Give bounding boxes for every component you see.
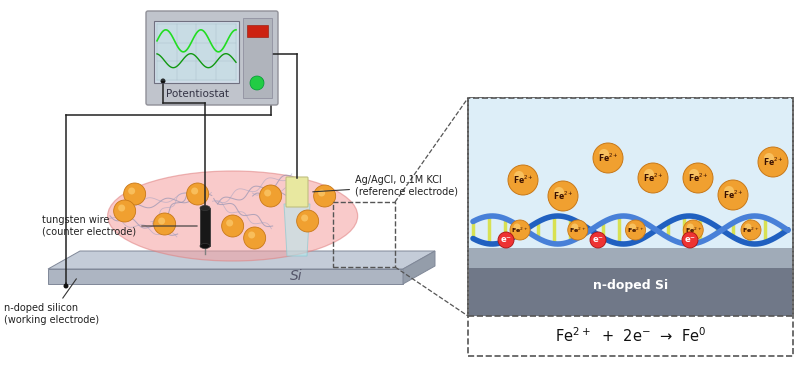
Circle shape bbox=[160, 78, 166, 83]
Circle shape bbox=[226, 220, 234, 227]
Polygon shape bbox=[48, 269, 403, 284]
Text: Fe$^{2+}$: Fe$^{2+}$ bbox=[763, 156, 783, 168]
Circle shape bbox=[118, 205, 125, 212]
Circle shape bbox=[741, 220, 761, 240]
Circle shape bbox=[689, 169, 699, 179]
Text: Fe$^{2+}$: Fe$^{2+}$ bbox=[723, 189, 744, 201]
Circle shape bbox=[296, 210, 319, 232]
Circle shape bbox=[683, 163, 713, 193]
Text: Potentiostat: Potentiostat bbox=[167, 89, 230, 99]
Text: e$^{-}$: e$^{-}$ bbox=[500, 235, 512, 245]
Circle shape bbox=[314, 185, 336, 207]
Text: Fe$^{2+}$: Fe$^{2+}$ bbox=[569, 225, 587, 235]
Circle shape bbox=[158, 217, 165, 224]
Ellipse shape bbox=[108, 171, 358, 261]
Circle shape bbox=[258, 78, 264, 83]
Bar bbox=[247, 25, 268, 37]
Circle shape bbox=[629, 224, 636, 231]
Circle shape bbox=[682, 232, 698, 248]
Circle shape bbox=[128, 187, 135, 194]
Circle shape bbox=[744, 224, 752, 231]
Circle shape bbox=[186, 183, 209, 205]
Bar bbox=[469, 248, 792, 316]
Circle shape bbox=[593, 143, 623, 173]
Ellipse shape bbox=[200, 243, 210, 249]
Circle shape bbox=[571, 224, 579, 231]
Bar bbox=[243, 18, 272, 98]
Circle shape bbox=[264, 190, 271, 197]
Circle shape bbox=[626, 220, 646, 240]
Circle shape bbox=[510, 220, 530, 240]
Bar bbox=[469, 248, 792, 268]
Circle shape bbox=[638, 163, 668, 193]
Circle shape bbox=[683, 220, 703, 240]
Text: e$^{-}$: e$^{-}$ bbox=[592, 235, 604, 245]
Text: n-doped silicon
(working electrode): n-doped silicon (working electrode) bbox=[4, 279, 99, 325]
Circle shape bbox=[758, 147, 788, 177]
Text: Si: Si bbox=[290, 269, 303, 284]
FancyBboxPatch shape bbox=[146, 11, 278, 105]
Text: Fe$^{2+}$: Fe$^{2+}$ bbox=[512, 225, 528, 235]
Text: n-doped Si: n-doped Si bbox=[593, 279, 668, 292]
Bar bbox=[156, 23, 237, 81]
Circle shape bbox=[222, 215, 244, 237]
Text: Fe$^{2+}$: Fe$^{2+}$ bbox=[512, 174, 533, 186]
Circle shape bbox=[250, 76, 264, 90]
Text: Fe$^{2+}$: Fe$^{2+}$ bbox=[688, 172, 709, 184]
Circle shape bbox=[154, 213, 175, 235]
Circle shape bbox=[554, 187, 564, 197]
Bar bbox=[469, 98, 792, 248]
Circle shape bbox=[548, 181, 578, 211]
Text: Fe$^{2+}$  +  2e$^{-}$  →  Fe$^{0}$: Fe$^{2+}$ + 2e$^{-}$ → Fe$^{0}$ bbox=[555, 326, 706, 346]
Circle shape bbox=[318, 190, 325, 197]
Circle shape bbox=[244, 227, 265, 249]
Text: Fe$^{2+}$: Fe$^{2+}$ bbox=[685, 225, 702, 235]
Polygon shape bbox=[403, 251, 435, 284]
Text: Fe$^{2+}$: Fe$^{2+}$ bbox=[626, 225, 644, 235]
Circle shape bbox=[644, 169, 654, 179]
Circle shape bbox=[114, 200, 135, 222]
Circle shape bbox=[687, 224, 693, 231]
Bar bbox=[154, 21, 239, 83]
Text: Fe$^{2+}$: Fe$^{2+}$ bbox=[742, 225, 760, 235]
Circle shape bbox=[301, 214, 308, 221]
Circle shape bbox=[718, 180, 748, 210]
FancyBboxPatch shape bbox=[286, 177, 308, 207]
Text: tungsten wire
(counter electrode): tungsten wire (counter electrode) bbox=[42, 215, 197, 237]
Text: Fe$^{2+}$: Fe$^{2+}$ bbox=[642, 172, 663, 184]
Ellipse shape bbox=[200, 205, 210, 210]
Bar bbox=[200, 208, 210, 246]
Polygon shape bbox=[284, 204, 310, 256]
Text: e$^{-}$: e$^{-}$ bbox=[684, 235, 696, 245]
Text: Fe$^{2+}$: Fe$^{2+}$ bbox=[598, 152, 618, 164]
Circle shape bbox=[260, 185, 281, 207]
Text: Fe$^{2+}$: Fe$^{2+}$ bbox=[552, 190, 573, 202]
Circle shape bbox=[513, 224, 520, 231]
Circle shape bbox=[599, 149, 609, 159]
Circle shape bbox=[64, 284, 69, 288]
Text: Ag/AgCl, 0.1M KCl
(reference electrode): Ag/AgCl, 0.1M KCl (reference electrode) bbox=[312, 175, 458, 197]
Circle shape bbox=[498, 232, 514, 248]
Circle shape bbox=[124, 183, 146, 205]
Polygon shape bbox=[48, 251, 435, 269]
Circle shape bbox=[191, 187, 198, 194]
Circle shape bbox=[514, 171, 524, 181]
Circle shape bbox=[590, 232, 606, 248]
Circle shape bbox=[724, 186, 734, 196]
Circle shape bbox=[764, 153, 774, 163]
Circle shape bbox=[248, 232, 255, 239]
Circle shape bbox=[567, 220, 587, 240]
Circle shape bbox=[508, 165, 538, 195]
